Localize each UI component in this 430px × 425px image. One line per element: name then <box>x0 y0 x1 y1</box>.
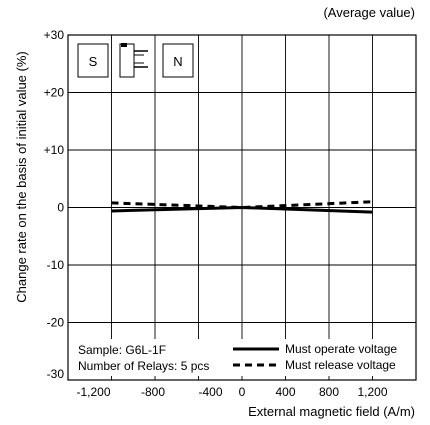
x-axis-label: External magnetic field (A/m) <box>248 404 415 419</box>
magnet-s-box <box>77 43 109 78</box>
x-tick-label: 1,200 <box>357 385 387 399</box>
y-tick-label: -10 <box>47 258 65 272</box>
y-tick-label: -30 <box>47 367 65 381</box>
y-tick-label: 0 <box>57 201 64 215</box>
y-tick-label: +10 <box>44 143 65 157</box>
magnet-n-label: N <box>173 54 182 69</box>
magnet-s-label: S <box>89 54 98 69</box>
x-tick-label: -800 <box>141 385 165 399</box>
legend: Must operate voltage Must release voltag… <box>233 342 397 372</box>
y-axis-label: Change rate on the basis of initial valu… <box>14 51 29 302</box>
grid-lines <box>68 34 416 381</box>
x-tick-label: 400 <box>275 385 295 399</box>
series-line-release <box>111 200 373 210</box>
x-tick-label: -400 <box>198 385 222 399</box>
relays-annotation: Number of Relays: 5 pcs <box>78 359 209 373</box>
legend-label-release: Must release voltage <box>285 358 396 372</box>
chart-title: (Average value) <box>323 5 415 20</box>
legend-label-operate: Must operate voltage <box>285 342 397 356</box>
magnet-n-box <box>162 43 194 78</box>
y-tick-label: +20 <box>44 86 65 100</box>
legend-background <box>73 339 413 376</box>
y-tick-label: -20 <box>47 316 65 330</box>
x-tick-label: 800 <box>319 385 339 399</box>
relay-icon <box>119 43 148 78</box>
sample-annotation: Sample: G6L-1F <box>78 343 166 357</box>
y-tick-label: +30 <box>44 28 65 42</box>
series-line-operate <box>111 205 373 214</box>
y-tick-labels: +30 +20 +10 0 -10 -20 -30 <box>44 28 65 381</box>
magnet-inset-diagram: S N <box>77 43 194 78</box>
x-tick-label: 0 <box>239 385 246 399</box>
series-lines <box>111 200 373 214</box>
x-tick-labels: -1,200 -800 -400 0 400 800 1,200 <box>76 385 387 399</box>
x-tick-label: -1,200 <box>76 385 110 399</box>
